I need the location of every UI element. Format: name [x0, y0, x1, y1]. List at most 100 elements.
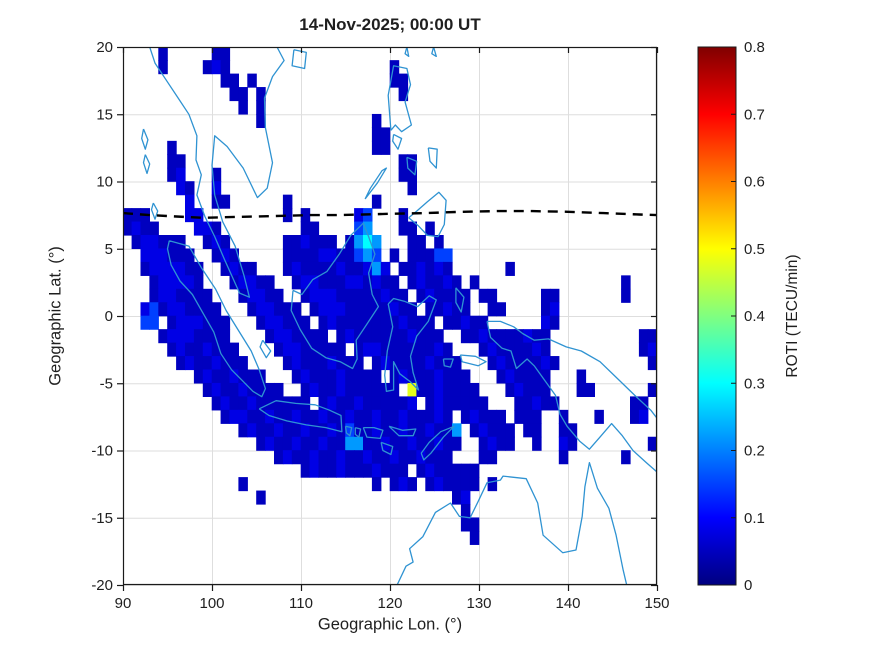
roti-cell	[318, 423, 328, 438]
roti-cell	[549, 396, 560, 411]
roti-cell	[211, 396, 222, 411]
roti-cell	[443, 288, 453, 303]
coastline	[354, 426, 362, 438]
roti-cell	[158, 329, 168, 344]
roti-cell	[469, 315, 480, 330]
roti-cell	[176, 181, 186, 196]
roti-cell	[576, 382, 587, 397]
roti-cell	[247, 396, 257, 411]
roti-cell	[229, 369, 239, 384]
roti-cell	[211, 356, 222, 371]
roti-cell	[309, 221, 320, 236]
roti-cell	[149, 261, 159, 276]
roti-cell	[247, 369, 257, 384]
roti-cell	[389, 423, 400, 438]
roti-cell	[389, 369, 400, 384]
roti-cell	[300, 356, 311, 371]
roti-cell	[140, 248, 150, 263]
roti-cell	[336, 463, 346, 478]
roti-cell	[149, 221, 159, 236]
roti-cell	[541, 302, 551, 317]
roti-cell	[193, 208, 204, 223]
roti-cell	[389, 275, 400, 290]
roti-cell	[211, 60, 222, 75]
coastline	[384, 295, 437, 392]
roti-cell	[389, 60, 400, 75]
roti-cell	[336, 396, 346, 411]
roti-cell	[434, 342, 444, 357]
roti-cell	[202, 369, 213, 384]
roti-cell	[149, 275, 159, 290]
roti-cell	[425, 342, 435, 357]
roti-cell	[229, 356, 239, 371]
roti-cell	[407, 154, 417, 169]
roti-cell	[407, 369, 417, 384]
x-tick-label: 120	[377, 595, 402, 612]
roti-cell	[256, 87, 266, 102]
roti-cell	[487, 477, 498, 492]
roti-cell	[621, 288, 631, 303]
roti-cell	[202, 315, 213, 330]
roti-cell	[389, 477, 400, 492]
roti-cell	[345, 288, 355, 303]
roti-cell	[407, 181, 417, 196]
roti-cell	[371, 315, 382, 330]
roti-cell	[363, 261, 373, 276]
roti-cell	[452, 396, 462, 411]
roti-cell	[523, 342, 533, 357]
roti-cell	[158, 275, 168, 290]
roti-cell	[220, 73, 231, 88]
roti-cell	[460, 517, 471, 532]
roti-cell	[140, 302, 150, 317]
roti-cell	[434, 450, 444, 465]
roti-cell	[398, 463, 409, 478]
roti-cell	[638, 342, 649, 357]
roti-cell	[185, 356, 195, 371]
roti-cell	[309, 382, 320, 397]
roti-cell	[398, 167, 409, 182]
roti-cell	[345, 396, 355, 411]
y-tick-label: -5	[100, 375, 113, 392]
y-tick-label: 0	[105, 308, 113, 325]
roti-cell	[185, 315, 195, 330]
roti-cell	[469, 409, 480, 424]
roti-cell	[318, 261, 328, 276]
roti-cell	[532, 382, 542, 397]
roti-cell	[202, 288, 213, 303]
roti-cell	[434, 382, 444, 397]
roti-cell	[140, 315, 150, 330]
roti-cell	[185, 208, 195, 223]
roti-cell	[398, 87, 409, 102]
roti-cell	[416, 248, 426, 263]
roti-cell	[416, 235, 426, 250]
roti-cell	[274, 423, 284, 438]
roti-cell	[647, 356, 657, 371]
roti-cell	[256, 302, 266, 317]
roti-cell	[176, 315, 186, 330]
roti-cell	[425, 248, 435, 263]
roti-cell	[398, 302, 409, 317]
roti-cell	[193, 288, 204, 303]
roti-cell	[389, 436, 400, 451]
roti-cell	[309, 275, 320, 290]
roti-cell	[327, 409, 337, 424]
roti-cell	[469, 275, 480, 290]
roti-cell	[425, 450, 435, 465]
roti-cell	[354, 436, 364, 451]
roti-cell	[247, 261, 257, 276]
roti-cell	[345, 248, 355, 263]
roti-cell	[327, 261, 337, 276]
roti-cell	[532, 356, 542, 371]
roti-cell	[505, 342, 515, 357]
roti-cell	[452, 423, 462, 438]
roti-cell	[443, 261, 453, 276]
roti-cell	[176, 356, 186, 371]
roti-cell	[532, 329, 542, 344]
roti-cell	[434, 356, 444, 371]
roti-cell	[354, 235, 364, 250]
roti-cell	[363, 423, 373, 438]
roti-cell	[336, 288, 346, 303]
x-tick-label: 110	[289, 595, 313, 612]
roti-cell	[282, 356, 293, 371]
roti-cell	[300, 261, 311, 276]
